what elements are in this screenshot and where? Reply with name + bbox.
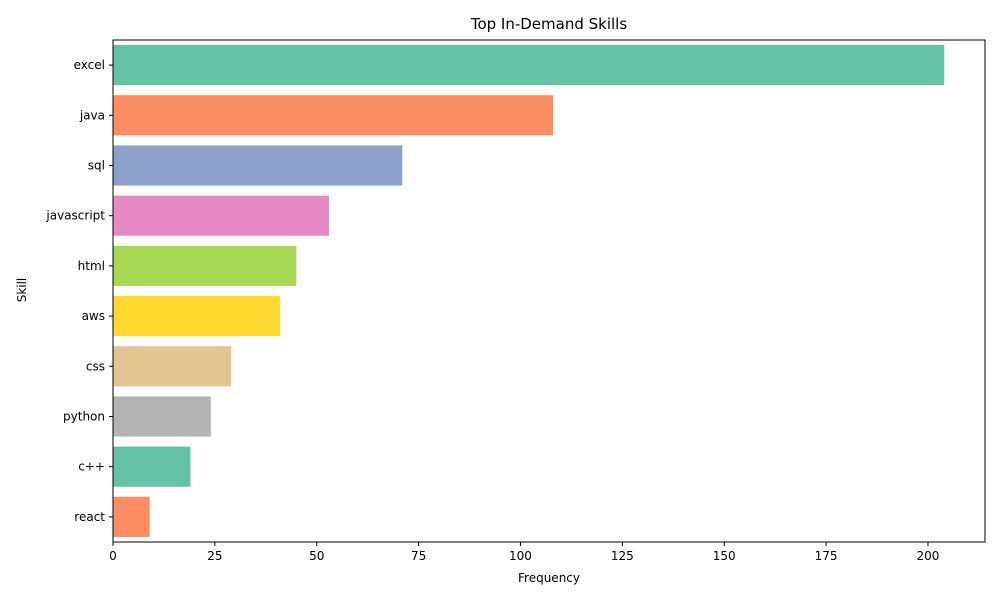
y-tick-label: c++ — [78, 460, 105, 474]
bar-java — [113, 95, 554, 136]
y-tick-label: python — [63, 410, 105, 424]
bar-c- — [113, 446, 191, 487]
y-tick-label: excel — [74, 58, 105, 72]
x-tick-label: 125 — [611, 549, 634, 563]
y-tick-label: html — [78, 259, 105, 273]
bar-javascript — [113, 195, 329, 236]
y-tick-label: java — [79, 108, 105, 122]
bars-layer — [113, 45, 945, 537]
x-tick-label: 0 — [109, 549, 117, 563]
x-tick-label: 50 — [309, 549, 324, 563]
x-tick-label: 175 — [815, 549, 838, 563]
y-tick-label: aws — [82, 309, 105, 323]
y-axis-ticks: excel java sql javascript html aws css python c+… — [45, 58, 113, 524]
y-tick-label: react — [74, 510, 105, 524]
y-tick-label: css — [86, 359, 105, 373]
bar-css — [113, 346, 232, 387]
x-tick-label: 200 — [917, 549, 940, 563]
bar-python — [113, 396, 211, 437]
bar-excel — [113, 45, 945, 86]
bar-react — [113, 496, 150, 537]
y-tick-label: javascript — [45, 209, 105, 223]
y-tick-label: sql — [88, 159, 105, 173]
x-tick-label: 150 — [713, 549, 736, 563]
bar-sql — [113, 145, 403, 186]
chart-title: Top In-Demand Skills — [470, 15, 628, 33]
x-axis-ticks: 0 25 50 75 100 125 150 175 200 — [109, 542, 939, 563]
x-tick-label: 25 — [207, 549, 222, 563]
plot-frame — [112, 39, 986, 543]
x-axis-label: Frequency — [518, 571, 580, 585]
axes-frame — [112, 39, 986, 543]
x-tick-label: 75 — [411, 549, 426, 563]
y-axis-label: Skill — [15, 278, 29, 303]
bar-html — [113, 245, 297, 286]
x-tick-label: 100 — [509, 549, 532, 563]
bar-aws — [113, 296, 281, 337]
